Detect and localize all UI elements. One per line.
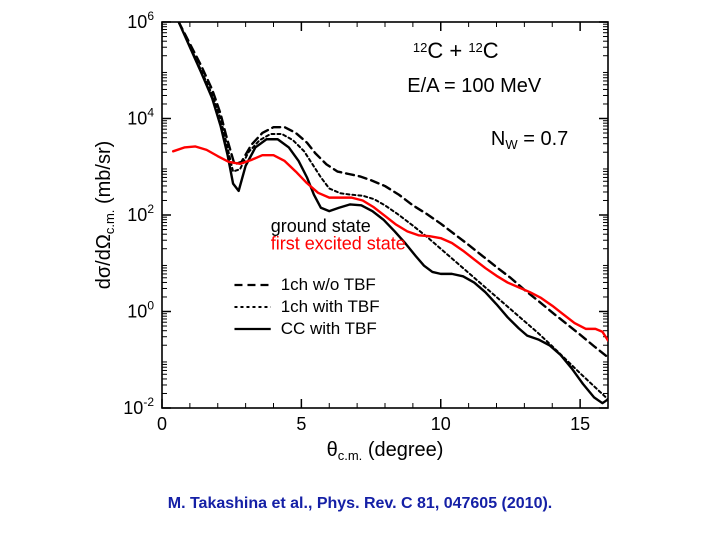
- svg-text:102: 102: [127, 202, 154, 225]
- svg-text:15: 15: [570, 414, 590, 434]
- svg-text:12C + 12C: 12C + 12C: [413, 38, 499, 63]
- svg-text:5: 5: [296, 414, 306, 434]
- svg-text:100: 100: [127, 299, 154, 322]
- svg-text:104: 104: [127, 106, 154, 129]
- svg-text:θc.m. (degree): θc.m. (degree): [327, 439, 444, 463]
- svg-text:10: 10: [431, 414, 451, 434]
- svg-text:10-2: 10-2: [123, 395, 154, 418]
- svg-text:106: 106: [127, 10, 154, 32]
- svg-text:CC with TBF: CC with TBF: [281, 319, 377, 338]
- svg-text:1ch with TBF: 1ch with TBF: [281, 297, 380, 316]
- svg-text:NW = 0.7: NW = 0.7: [491, 128, 568, 152]
- svg-text:0: 0: [157, 414, 167, 434]
- citation-caption: M. Takashina et al., Phys. Rev. C 81, 04…: [0, 495, 720, 513]
- svg-text:E/A = 100 MeV: E/A = 100 MeV: [407, 75, 542, 97]
- svg-text:dσ/dΩc.m. (mb/sr): dσ/dΩc.m. (mb/sr): [93, 141, 117, 290]
- svg-text:first excited state: first excited state: [271, 234, 406, 254]
- cross-section-chart: 0 5 10 15 θc.m. (degree) 10-2 100 102 104 106 dσ/d…: [90, 10, 620, 470]
- svg-text:1ch w/o TBF: 1ch w/o TBF: [281, 275, 376, 294]
